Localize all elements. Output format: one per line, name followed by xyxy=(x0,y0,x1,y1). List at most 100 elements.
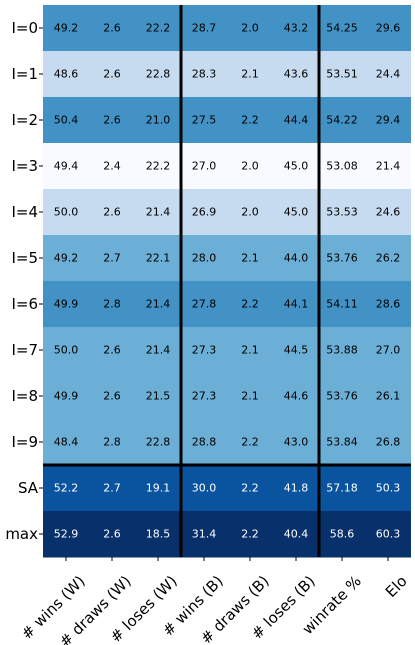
cell-value: 2.6 xyxy=(103,528,121,541)
cell-value: 48.6 xyxy=(54,68,79,81)
row-label: I=9 xyxy=(11,433,38,451)
cell-value: 54.11 xyxy=(326,298,358,311)
cell-value: 24.4 xyxy=(376,68,401,81)
cell-value: 52.2 xyxy=(54,482,79,495)
cell-value: 2.1 xyxy=(241,344,259,357)
cell-value: 26.9 xyxy=(192,206,217,219)
cell-value: 22.2 xyxy=(146,160,171,173)
cell-value: 28.6 xyxy=(376,298,401,311)
cell-value: 49.2 xyxy=(54,252,79,265)
row-label: I=2 xyxy=(11,111,38,129)
cell-value: 27.0 xyxy=(192,160,217,173)
column-tick-labels: # wins (W)# draws (W)# loses (W)# wins (… xyxy=(18,557,411,645)
cell-value: 2.2 xyxy=(241,298,259,311)
cell-value: 40.4 xyxy=(284,528,309,541)
cell-value: 57.18 xyxy=(326,482,358,495)
cell-value: 27.3 xyxy=(192,344,217,357)
cell-value: 18.5 xyxy=(146,528,171,541)
cell-value: 28.0 xyxy=(192,252,217,265)
row-label: I=1 xyxy=(11,65,38,83)
cell-value: 41.8 xyxy=(284,482,309,495)
cell-value: 28.8 xyxy=(192,436,217,449)
cell-value: 50.3 xyxy=(376,482,401,495)
cell-value: 44.1 xyxy=(284,298,309,311)
cell-value: 2.2 xyxy=(241,482,259,495)
cell-value: 60.3 xyxy=(376,528,401,541)
cell-value: 2.7 xyxy=(103,252,121,265)
cell-value: 2.6 xyxy=(103,114,121,127)
cell-value: 2.7 xyxy=(103,482,121,495)
cell-value: 21.0 xyxy=(146,114,171,127)
heatmap-row-cell xyxy=(43,419,411,466)
cell-value: 27.3 xyxy=(192,390,217,403)
cell-value: 52.9 xyxy=(54,528,79,541)
cell-value: 2.2 xyxy=(241,114,259,127)
cell-value: 24.6 xyxy=(376,206,401,219)
row-label: I=7 xyxy=(11,341,38,359)
cell-value: 2.2 xyxy=(241,436,259,449)
cell-value: 29.6 xyxy=(376,22,401,35)
cell-value: 54.25 xyxy=(326,22,358,35)
cell-value: 53.51 xyxy=(326,68,358,81)
cell-value: 26.1 xyxy=(376,390,401,403)
heatmap-row-cell xyxy=(43,51,411,98)
row-label: I=8 xyxy=(11,387,38,405)
column-label: Elo xyxy=(382,572,411,601)
cell-value: 50.4 xyxy=(54,114,79,127)
cell-value: 45.0 xyxy=(284,206,309,219)
row-label: I=0 xyxy=(11,19,38,37)
cell-value: 21.4 xyxy=(146,298,171,311)
row-label: max xyxy=(5,525,38,543)
cell-value-labels: 49.2 2.6 22.2 28.7 2.0 43.2 54.25 29.6 48.6 2.6 22… xyxy=(54,22,401,541)
cell-value: 2.0 xyxy=(241,22,259,35)
cell-value: 58.6 xyxy=(330,528,355,541)
separator-lines xyxy=(43,5,411,557)
heatmap-cells xyxy=(43,5,411,558)
cell-value: 49.9 xyxy=(54,298,79,311)
cell-value: 43.6 xyxy=(284,68,309,81)
cell-value: 21.4 xyxy=(376,160,401,173)
cell-value: 26.2 xyxy=(376,252,401,265)
heatmap-row-cell xyxy=(43,189,411,236)
cell-value: 29.4 xyxy=(376,114,401,127)
cell-value: 53.08 xyxy=(326,160,358,173)
heatmap-row-cell xyxy=(43,465,411,512)
cell-value: 2.6 xyxy=(103,390,121,403)
row-label: I=4 xyxy=(11,203,38,221)
cell-value: 2.0 xyxy=(241,206,259,219)
cell-value: 21.4 xyxy=(146,344,171,357)
heatmap-row-cell xyxy=(43,143,411,190)
cell-value: 2.1 xyxy=(241,390,259,403)
heatmap-row-cell xyxy=(43,281,411,328)
cell-value: 21.4 xyxy=(146,206,171,219)
cell-value: 44.6 xyxy=(284,390,309,403)
cell-value: 2.8 xyxy=(103,436,121,449)
cell-value: 44.4 xyxy=(284,114,309,127)
cell-value: 53.76 xyxy=(326,252,358,265)
row-label: I=3 xyxy=(11,157,38,175)
cell-value: 49.9 xyxy=(54,390,79,403)
cell-value: 44.0 xyxy=(284,252,309,265)
heatmap-row-cell xyxy=(43,373,411,420)
cell-value: 2.6 xyxy=(103,22,121,35)
cell-value: 49.4 xyxy=(54,160,79,173)
cell-value: 2.8 xyxy=(103,298,121,311)
cell-value: 2.4 xyxy=(103,160,121,173)
cell-value: 2.6 xyxy=(103,68,121,81)
cell-value: 30.0 xyxy=(192,482,217,495)
row-tick-labels: I=0 I=1 I=2 I=3 I=4 I=5 I=6 I=7 I=8 I=9 SA max xyxy=(5,19,43,543)
cell-value: 2.0 xyxy=(241,160,259,173)
cell-value: 27.5 xyxy=(192,114,217,127)
cell-value: 48.4 xyxy=(54,436,79,449)
heatmap-row-cell xyxy=(43,511,411,558)
cell-value: 22.1 xyxy=(146,252,171,265)
cell-value: 53.53 xyxy=(326,206,358,219)
heatmap-row-cell xyxy=(43,235,411,282)
cell-value: 43.2 xyxy=(284,22,309,35)
cell-value: 2.1 xyxy=(241,252,259,265)
cell-value: 19.1 xyxy=(146,482,171,495)
cell-value: 2.6 xyxy=(103,344,121,357)
cell-value: 26.8 xyxy=(376,436,401,449)
cell-value: 53.88 xyxy=(326,344,358,357)
